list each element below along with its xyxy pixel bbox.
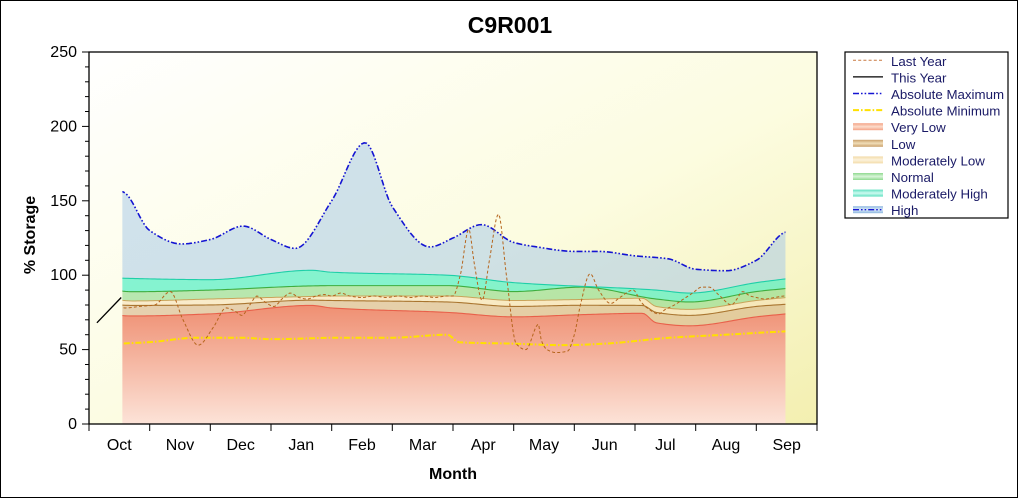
svg-text:Aug: Aug — [712, 437, 740, 454]
svg-text:200: 200 — [50, 118, 77, 135]
svg-text:May: May — [529, 437, 559, 454]
svg-text:Low: Low — [891, 137, 916, 152]
svg-text:Oct: Oct — [107, 437, 132, 454]
svg-text:Sep: Sep — [772, 437, 801, 454]
svg-text:50: 50 — [59, 342, 77, 359]
svg-text:Jun: Jun — [592, 437, 618, 454]
svg-text:Jul: Jul — [655, 437, 675, 454]
svg-text:Mar: Mar — [409, 437, 437, 454]
svg-text:100: 100 — [50, 267, 77, 284]
svg-text:Nov: Nov — [166, 437, 194, 454]
svg-text:Apr: Apr — [471, 437, 497, 454]
svg-text:Feb: Feb — [348, 437, 376, 454]
svg-text:Dec: Dec — [226, 437, 254, 454]
svg-text:Absolute Maximum: Absolute Maximum — [891, 87, 1004, 102]
svg-text:Moderately High: Moderately High — [891, 187, 988, 202]
svg-text:Very Low: Very Low — [891, 120, 946, 135]
svg-text:This Year: This Year — [891, 70, 947, 85]
svg-text:Absolute Minimum: Absolute Minimum — [891, 104, 1000, 119]
svg-text:0: 0 — [68, 416, 77, 433]
svg-text:High: High — [891, 203, 918, 218]
svg-text:Moderately Low: Moderately Low — [891, 153, 985, 168]
svg-text:250: 250 — [50, 44, 77, 61]
svg-text:Normal: Normal — [891, 170, 934, 185]
svg-text:Last Year: Last Year — [891, 54, 947, 69]
svg-text:150: 150 — [50, 193, 77, 210]
svg-text:Jan: Jan — [288, 437, 314, 454]
